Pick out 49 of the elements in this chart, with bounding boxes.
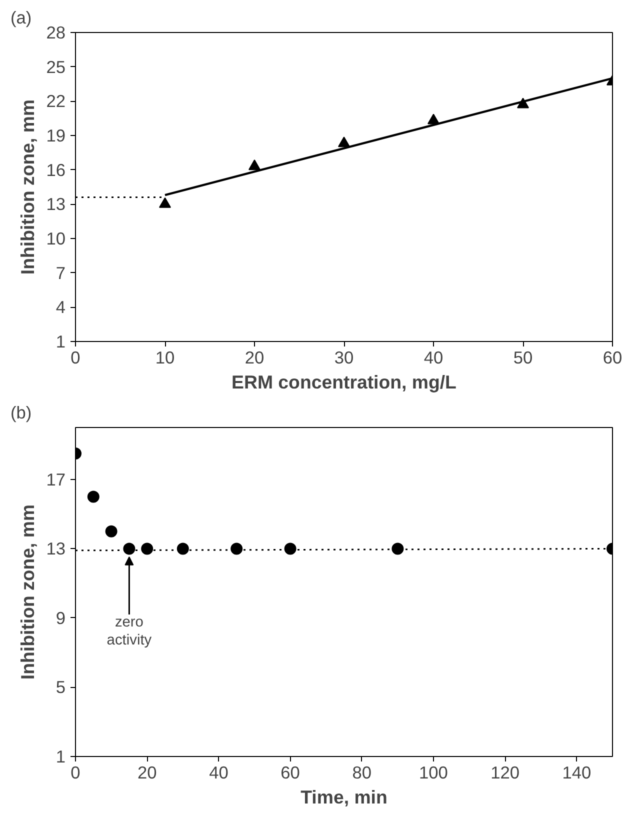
y-tick-label: 16 xyxy=(46,160,66,180)
point xyxy=(123,542,136,555)
x-tick-label: 10 xyxy=(155,348,175,368)
x-tick-label: 0 xyxy=(70,348,80,368)
point xyxy=(248,160,260,170)
point xyxy=(392,542,404,555)
chart-title: (a) xyxy=(10,8,32,28)
y-axis-title: Inhibition zone, mm xyxy=(17,504,38,680)
x-tick-label: 20 xyxy=(244,348,264,368)
y-tick-label: 17 xyxy=(46,469,66,490)
y-tick-label: 4 xyxy=(56,297,66,318)
chart-title: (b) xyxy=(10,402,32,422)
x-axis-title: Time, min xyxy=(300,786,388,808)
x-tick-label: 30 xyxy=(334,348,354,368)
point xyxy=(230,542,243,555)
y-tick-label: 13 xyxy=(46,538,66,559)
x-tick-label: 40 xyxy=(424,348,444,368)
x-tick-label: 80 xyxy=(352,762,372,782)
y-tick-label: 9 xyxy=(56,608,66,628)
y-tick-label: 10 xyxy=(46,228,66,248)
y-tick-label: 25 xyxy=(46,56,66,77)
point xyxy=(105,525,118,538)
x-axis-title: ERM concentration, mg/L xyxy=(232,372,456,392)
point xyxy=(338,136,350,148)
y-tick-label: 19 xyxy=(46,126,66,146)
x-tick-label: 60 xyxy=(602,348,622,368)
y-tick-label: 22 xyxy=(46,91,66,112)
point xyxy=(141,542,154,555)
annotation: zero activity xyxy=(106,614,152,649)
y-tick-label: 1 xyxy=(56,746,66,766)
point xyxy=(87,490,100,503)
point xyxy=(428,114,440,124)
x-tick-label: 100 xyxy=(419,762,448,782)
x-tick-label: 50 xyxy=(513,348,533,368)
y-tick-label: 5 xyxy=(56,677,66,698)
y-tick-label: 28 xyxy=(46,22,66,42)
y-axis-title: Inhibition zone, mm xyxy=(17,99,38,275)
x-tick-label: 0 xyxy=(70,762,80,782)
y-tick-label: 13 xyxy=(46,194,66,214)
y-tick-label: 1 xyxy=(56,332,66,352)
y-tick-label: 7 xyxy=(56,262,66,283)
x-tick-label: 120 xyxy=(490,762,520,782)
point xyxy=(176,542,189,555)
x-tick-label: 140 xyxy=(562,762,592,782)
x-tick-label: 40 xyxy=(209,762,228,782)
x-tick-label: 60 xyxy=(280,762,300,782)
point xyxy=(159,197,171,208)
point xyxy=(284,542,296,555)
x-tick-label: 20 xyxy=(137,762,157,782)
